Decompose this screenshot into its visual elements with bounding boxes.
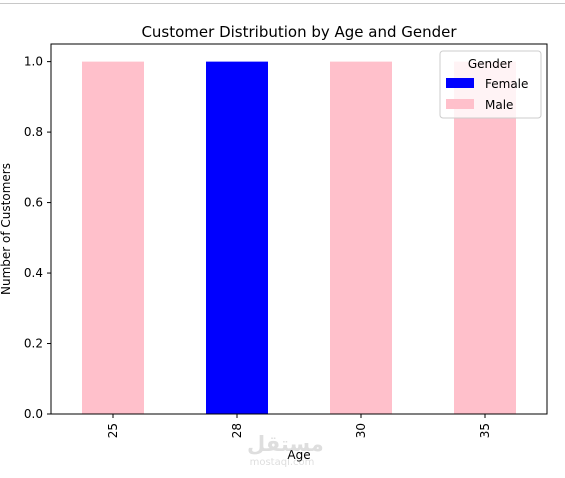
y-axis-label: Number of Customers [0, 163, 13, 295]
y-tick-label: 0.4 [24, 266, 43, 280]
legend: Gender Female Male [439, 50, 542, 119]
legend-swatch-female [446, 78, 474, 88]
plot-frame [50, 43, 548, 415]
chart-title: Customer Distribution by Age and Gender [141, 23, 457, 41]
x-tick-label: 35 [478, 423, 492, 438]
y-tick-label: 1.0 [24, 55, 43, 69]
x-tick-label: 28 [230, 423, 244, 438]
x-tick-label: 25 [106, 423, 120, 438]
bar-female-age-28 [206, 61, 268, 414]
bar-male-age-25 [82, 61, 144, 414]
bars-layer [82, 61, 516, 414]
x-axis-label: Age [287, 448, 310, 462]
y-tick-label: 0.2 [24, 337, 43, 351]
y-tick-label: 0.6 [24, 196, 43, 210]
legend-label-male: Male [485, 98, 513, 112]
legend-label-female: Female [485, 77, 528, 91]
ticks-layer: 25 28 30 35 0.0 0.2 0.4 0.6 0.8 1.0 [24, 55, 492, 439]
y-tick-label: 0.8 [24, 125, 43, 139]
bar-male-age-30 [330, 61, 392, 414]
legend-swatch-male [446, 99, 474, 109]
top-divider [0, 3, 565, 4]
bar-male-age-35 [454, 61, 516, 414]
legend-title: Gender [468, 57, 512, 71]
y-tick-label: 0.0 [24, 407, 43, 421]
x-tick-label: 30 [354, 423, 368, 438]
